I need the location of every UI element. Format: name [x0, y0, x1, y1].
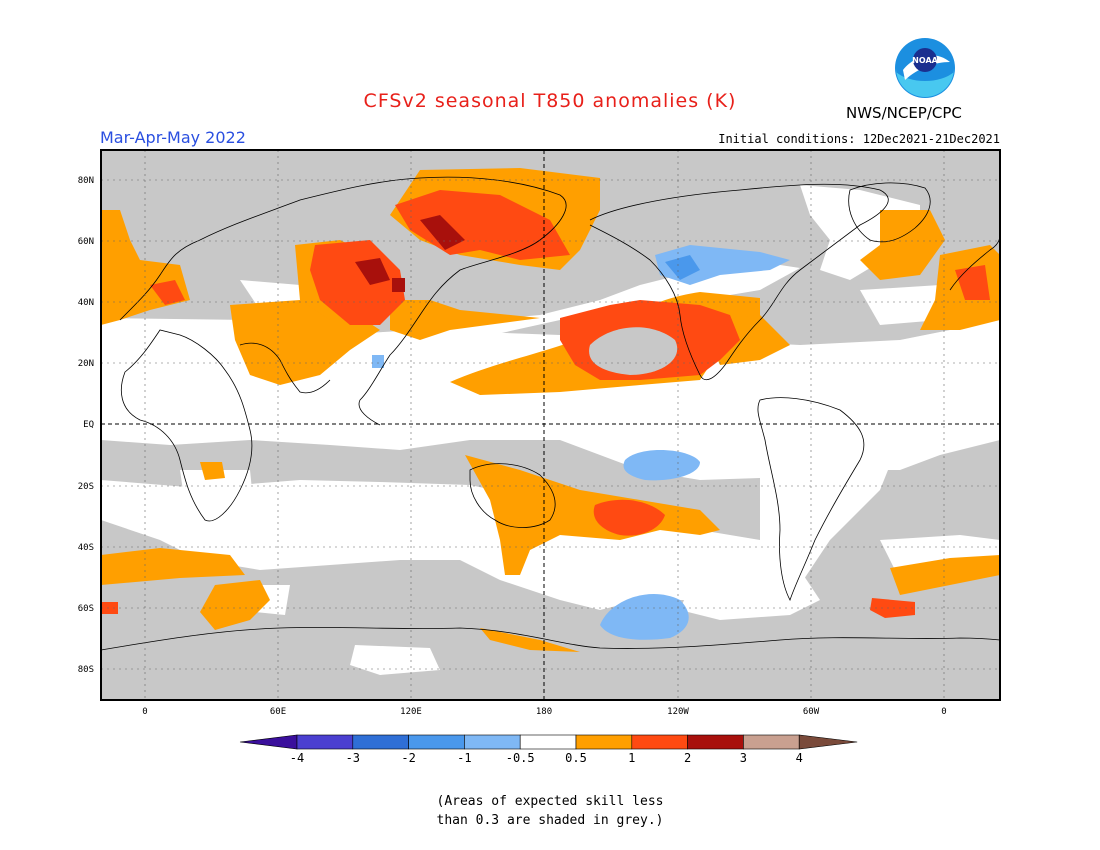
orange-north-atlantic-east: [860, 210, 945, 280]
blue-south-asia: [372, 355, 384, 368]
colorbar-tick-label: 0.5: [565, 751, 587, 765]
blue-south-pacific: [600, 594, 689, 640]
lat-label: 60S: [78, 604, 94, 614]
lat-label: 40S: [78, 543, 94, 553]
coast-greenland: [848, 182, 931, 243]
lon-label: 120E: [400, 707, 422, 717]
coast-australia: [469, 463, 556, 528]
lon-labels: 0 60E 120E 180 120W 60W 0: [142, 707, 946, 717]
gridlines: [101, 150, 1000, 700]
anomaly-fields: [101, 168, 1000, 675]
blue-north-america-core: [665, 255, 700, 280]
coast-africa: [120, 329, 253, 522]
colorbar-tick-label: -3: [346, 751, 360, 765]
lat-label: 20S: [78, 482, 94, 492]
skill-note-line-1: (Areas of expected skill less: [436, 794, 664, 809]
darkred-siberia-2: [420, 215, 465, 250]
colorbar-box: [743, 734, 800, 750]
logo-text: NOAA: [912, 56, 938, 65]
colorbar-box: [575, 734, 633, 750]
initial-conditions-label: Initial conditions: 12Dec2021-21Dec2021: [718, 132, 1000, 146]
lat-label: EQ: [83, 420, 94, 430]
lon-label: 0: [142, 707, 147, 717]
colorbar-tick-label: -0.5: [506, 751, 535, 765]
orange-antarctic-coast: [480, 628, 580, 652]
lat-label: 40N: [78, 298, 94, 308]
darkred-central-asia: [392, 278, 405, 292]
lat-label: 80S: [78, 665, 94, 675]
colorbar-tick-label: 2: [684, 751, 691, 765]
coast-north-america: [589, 183, 889, 381]
lat-label: 60N: [78, 237, 94, 247]
orange-south-asia: [230, 300, 380, 385]
noaa-logo: NOAA: [895, 38, 955, 98]
lon-label: 60W: [803, 707, 820, 717]
darkred-siberia-1: [355, 258, 390, 285]
lat-label: 20N: [78, 359, 94, 369]
lon-label: 0: [941, 707, 946, 717]
colorbar-tick-label: 3: [740, 751, 747, 765]
colorbar-box: [464, 734, 521, 750]
orange-southern-africa: [200, 462, 225, 480]
season-label: Mar-Apr-May 2022: [100, 128, 246, 147]
coast-south-america: [757, 397, 865, 602]
colorbar-tick-label: -1: [457, 751, 471, 765]
coast-antarctica: [101, 627, 1000, 651]
colorbar-tick-label: -4: [290, 751, 304, 765]
map-title: CFSv2 seasonal T850 anomalies (K): [363, 90, 737, 112]
colorbar-box: [519, 734, 577, 750]
lon-label: 180: [536, 707, 552, 717]
white-antarctic-patch-1: [350, 645, 440, 675]
coastlines: [101, 176, 1000, 651]
red-south-indian: [101, 602, 118, 614]
orange-southwest-pacific: [465, 455, 720, 575]
red-south-atlantic: [870, 598, 915, 618]
blue-tropical-pacific: [623, 450, 700, 481]
agency-label: NWS/NCEP/CPC: [846, 104, 962, 122]
lon-label: 120W: [667, 707, 689, 717]
lat-labels: 80N 60N 40N 20N EQ 20S 40S 60S 80S: [78, 176, 94, 675]
orange-east-asia: [390, 300, 540, 340]
colorbar-end-high: [798, 734, 858, 750]
colorbar-tick-label: 4: [796, 751, 803, 765]
colorbar-box: [296, 734, 354, 750]
red-south-pacific: [593, 499, 665, 536]
colorbar-end-low: [239, 734, 298, 750]
colorbar-box: [631, 734, 688, 750]
colorbar-box: [352, 734, 409, 750]
reference-lines: [101, 150, 1000, 700]
white-arctic-canada: [800, 185, 920, 280]
orange-south-atlantic: [890, 555, 1000, 595]
red-europe: [150, 280, 185, 305]
orange-south-indian: [101, 548, 245, 585]
colorbar-tick-label: 1: [628, 751, 635, 765]
skill-note-line-2: than 0.3 are shaded in grey.): [436, 813, 664, 828]
colorbar: -4 -3 -2 -1 -0.5 0.5 1 2 3 4: [239, 734, 858, 765]
colorbar-tick-label: -2: [401, 751, 415, 765]
map-frame: [100, 149, 1001, 701]
lon-label: 60E: [270, 707, 286, 717]
white-south-band: [101, 480, 780, 610]
skill-note: (Areas of expected skill less than 0.3 a…: [0, 792, 1100, 830]
white-north-pacific: [430, 262, 800, 340]
colorbar-box: [687, 734, 744, 750]
lat-label: 80N: [78, 176, 94, 186]
orange-south-indian-2: [200, 580, 270, 630]
colorbar-box: [408, 734, 465, 750]
coast-eurasia: [119, 176, 567, 426]
